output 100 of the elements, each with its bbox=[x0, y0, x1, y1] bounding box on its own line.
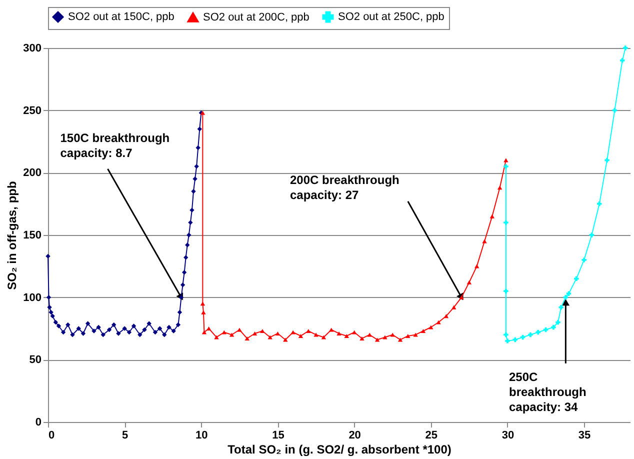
point bbox=[428, 325, 434, 330]
point bbox=[229, 332, 234, 337]
x-tick-label: 0 bbox=[48, 430, 55, 442]
point bbox=[92, 328, 96, 334]
y-tick-label: 200 bbox=[23, 167, 42, 180]
point bbox=[48, 310, 54, 315]
point bbox=[382, 335, 388, 340]
point bbox=[190, 208, 194, 212]
point bbox=[367, 332, 372, 337]
point bbox=[80, 331, 86, 336]
point bbox=[152, 330, 158, 335]
point bbox=[46, 254, 50, 259]
point bbox=[504, 332, 508, 338]
point bbox=[474, 264, 480, 268]
point bbox=[176, 322, 181, 328]
point bbox=[186, 232, 192, 238]
point bbox=[214, 335, 219, 340]
point bbox=[352, 330, 357, 334]
point bbox=[582, 258, 586, 262]
legend-label: SO2 out at 150C, ppb bbox=[68, 11, 174, 23]
point bbox=[106, 327, 112, 332]
point bbox=[490, 214, 495, 218]
point bbox=[191, 189, 196, 194]
point bbox=[512, 337, 518, 342]
point bbox=[157, 326, 162, 331]
x-tick-label: 35 bbox=[578, 430, 591, 442]
point bbox=[162, 332, 167, 338]
point bbox=[398, 338, 403, 342]
point bbox=[551, 324, 556, 330]
point bbox=[70, 332, 75, 338]
point bbox=[452, 305, 456, 310]
y-tick-label: 300 bbox=[23, 42, 42, 54]
point bbox=[620, 58, 625, 63]
point bbox=[556, 320, 560, 325]
point bbox=[192, 176, 198, 182]
point bbox=[244, 336, 250, 341]
point bbox=[138, 332, 142, 338]
point bbox=[197, 126, 202, 132]
point bbox=[131, 324, 136, 328]
point bbox=[112, 322, 116, 328]
legend-label: SO2 out at 200C, ppb bbox=[203, 11, 310, 24]
point bbox=[536, 330, 540, 335]
annotation: 250C breakthrough capacity: 34 bbox=[509, 370, 586, 414]
point bbox=[306, 328, 311, 334]
point bbox=[420, 328, 426, 334]
point bbox=[344, 334, 350, 338]
point bbox=[200, 302, 206, 306]
point bbox=[116, 331, 121, 336]
point bbox=[53, 320, 58, 325]
point bbox=[201, 310, 206, 314]
point bbox=[482, 239, 487, 244]
x-tick-label: 30 bbox=[502, 430, 514, 442]
annotation: 150C breakthrough capacity: 8.7 bbox=[60, 130, 170, 160]
point bbox=[406, 334, 410, 338]
point bbox=[268, 335, 272, 340]
x-tick-label: 25 bbox=[425, 430, 438, 442]
point bbox=[574, 276, 579, 281]
y-tick-label: 100 bbox=[23, 292, 42, 304]
point bbox=[122, 326, 127, 331]
x-tick-label: 10 bbox=[196, 430, 208, 442]
point bbox=[178, 294, 184, 300]
x-tick-label: 15 bbox=[272, 430, 284, 442]
point bbox=[260, 328, 265, 334]
point bbox=[166, 324, 172, 330]
point bbox=[360, 336, 364, 341]
point bbox=[528, 332, 533, 338]
point bbox=[466, 280, 472, 284]
point bbox=[56, 324, 62, 328]
x-tick-label: 5 bbox=[122, 430, 128, 442]
point bbox=[444, 314, 449, 318]
point bbox=[623, 46, 628, 50]
point bbox=[314, 332, 318, 337]
point bbox=[283, 338, 288, 342]
point bbox=[177, 310, 182, 315]
point bbox=[50, 314, 55, 318]
point bbox=[275, 331, 280, 336]
point bbox=[321, 335, 326, 340]
point bbox=[196, 145, 200, 150]
point bbox=[222, 330, 226, 334]
point bbox=[459, 295, 464, 300]
point bbox=[182, 270, 187, 275]
y-axis-title: SO₂ in off-gas, ppb bbox=[5, 181, 20, 290]
point bbox=[504, 164, 508, 169]
point bbox=[46, 294, 52, 300]
point bbox=[612, 108, 618, 113]
point bbox=[96, 324, 101, 330]
point bbox=[589, 232, 594, 238]
point bbox=[188, 220, 193, 225]
point bbox=[180, 282, 186, 288]
point bbox=[497, 186, 502, 190]
point bbox=[597, 201, 602, 206]
point bbox=[413, 332, 418, 337]
point bbox=[558, 304, 564, 310]
point bbox=[604, 158, 610, 163]
point bbox=[146, 321, 152, 326]
point bbox=[252, 331, 258, 336]
y-tick-label: 0 bbox=[35, 416, 42, 428]
point bbox=[66, 322, 70, 328]
point bbox=[504, 288, 508, 294]
point bbox=[436, 320, 441, 324]
